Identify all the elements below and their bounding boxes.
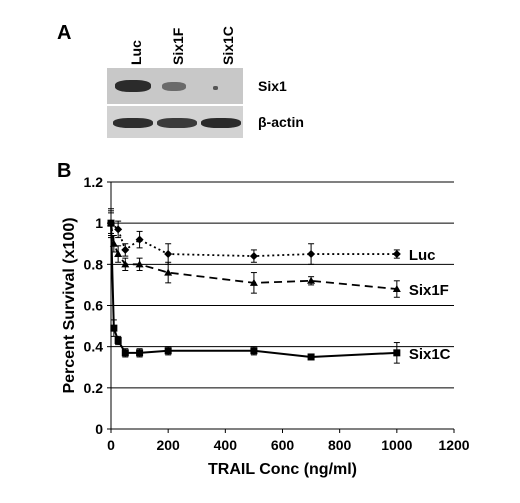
data-point-six1c [121,349,129,357]
y-axis-label: Percent Survival (x100) [61,217,78,393]
data-point-luc [307,250,316,259]
six1-band-six1c [213,86,218,90]
data-point-six1f [135,260,144,268]
data-point-six1c [136,349,144,357]
data-point-luc [164,250,173,259]
x-tick-label: 0 [107,437,115,453]
data-point-six1f [114,250,123,258]
data-point-six1c [250,347,258,355]
data-point-luc [114,225,123,234]
blot-row-label-actin: β-actin [258,114,304,130]
y-tick-label: 0.2 [84,380,104,396]
x-tick-label: 1200 [438,437,469,453]
data-point-six1c [393,349,401,357]
x-tick-label: 1000 [381,437,412,453]
data-point-six1c [114,336,122,344]
data-point-six1f [164,268,173,276]
y-tick-label: 0.6 [84,298,104,314]
data-point-six1c [307,353,315,361]
data-point-six1f [121,260,130,268]
x-tick-label: 800 [328,437,352,453]
data-point-luc [135,235,144,244]
six1-band-six1f [162,82,186,91]
data-point-luc [392,250,401,259]
data-point-six1c [164,347,172,355]
data-point-luc [121,245,130,254]
panel-a-letter: A [57,22,72,44]
panel-b-letter: B [57,160,72,182]
data-point-six1f [392,285,401,293]
series-label-luc: Luc [409,247,436,264]
series-label-six1f: Six1F [409,282,449,299]
actin-band-six1c [201,118,241,128]
data-point-luc [249,252,258,261]
series-label-six1c: Six1C [409,346,451,363]
y-tick-label: 1 [95,215,103,231]
actin-band-six1f [157,118,197,128]
six1-band-luc [115,80,151,92]
data-point-six1c [107,219,115,227]
actin-band-luc [113,118,153,128]
blot-row-label-six1: Six1 [258,78,287,94]
x-tick-label: 400 [214,437,238,453]
x-tick-label: 600 [271,437,295,453]
actin-blot-image [107,106,243,138]
data-point-six1f [307,276,316,284]
y-tick-label: 0.8 [84,256,104,272]
six1-blot-image [107,68,243,104]
y-tick-label: 0 [95,421,103,437]
data-point-six1c [110,324,118,332]
x-tick-label: 200 [156,437,180,453]
data-point-six1f [249,278,258,286]
x-axis-label: TRAIL Conc (ng/ml) [208,461,357,478]
y-tick-label: 1.2 [84,174,104,190]
y-tick-label: 0.4 [84,339,104,355]
